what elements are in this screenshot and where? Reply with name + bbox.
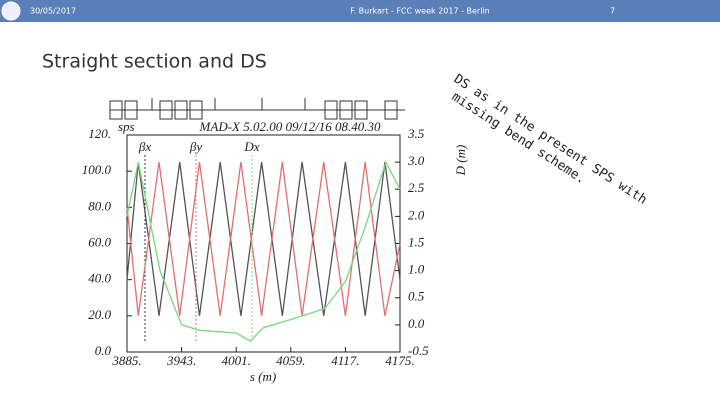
y2-axis-label: D (m) [453,145,468,177]
y-tick-label: 100.0 [82,162,112,177]
annotation: sps [118,119,135,134]
y-tick-label: 0.0 [95,343,112,358]
x-axis-label: s (m) [250,369,276,384]
x-tick-label: 4117. [331,353,359,368]
x-tick-label: 4059. [276,353,305,368]
page-number: 7 [610,7,615,16]
x-tick-label: 3943. [166,353,196,368]
legend-label: Dx [243,139,259,154]
x-tick-label: 4175. [385,353,414,368]
note-line: DS as in the present SPS with [451,72,650,208]
y2-tick-label: 0.5 [408,289,425,304]
y2-tick-label: 3.5 [407,126,425,141]
subtitle: MAD-X 5.02.00 09/12/16 08.40.30 [199,119,381,134]
series-line [126,162,401,316]
y-tick-label: 40.0 [88,271,111,286]
footer: F. Burkart - FCC week 2017 - Berlin [350,7,489,16]
y-tick-label: 60.0 [88,234,111,249]
y2-tick-label: 1.0 [408,262,425,277]
logo [1,1,21,21]
y2-tick-label: 2.0 [408,207,425,222]
series-line [126,160,401,342]
legend-label: βx [138,139,151,154]
y2-tick-label: -0.5 [408,343,429,358]
note: DS as in the present SPS with missing be… [449,72,650,208]
y-tick-label: 20.0 [88,307,111,322]
x-tick-label: 4001. [222,353,251,368]
header-bar [0,0,720,22]
legend-label: βy [189,139,202,154]
y-tick-label: 120. [88,126,111,141]
y2-tick-label: 0.0 [408,316,425,331]
series-line [126,162,401,316]
slide-title: Straight section and DS [42,51,267,73]
y2-tick-label: 1.5 [408,234,425,249]
date: 30/05/2017 [30,7,76,16]
y2-tick-label: 3.0 [407,153,425,168]
lattice-schematic [109,98,405,120]
note-line: missing bend scheme. [449,89,588,187]
y-tick-label: 80.0 [88,198,111,213]
y2-tick-label: 2.5 [408,180,425,195]
x-tick-label: 3885. [111,353,141,368]
